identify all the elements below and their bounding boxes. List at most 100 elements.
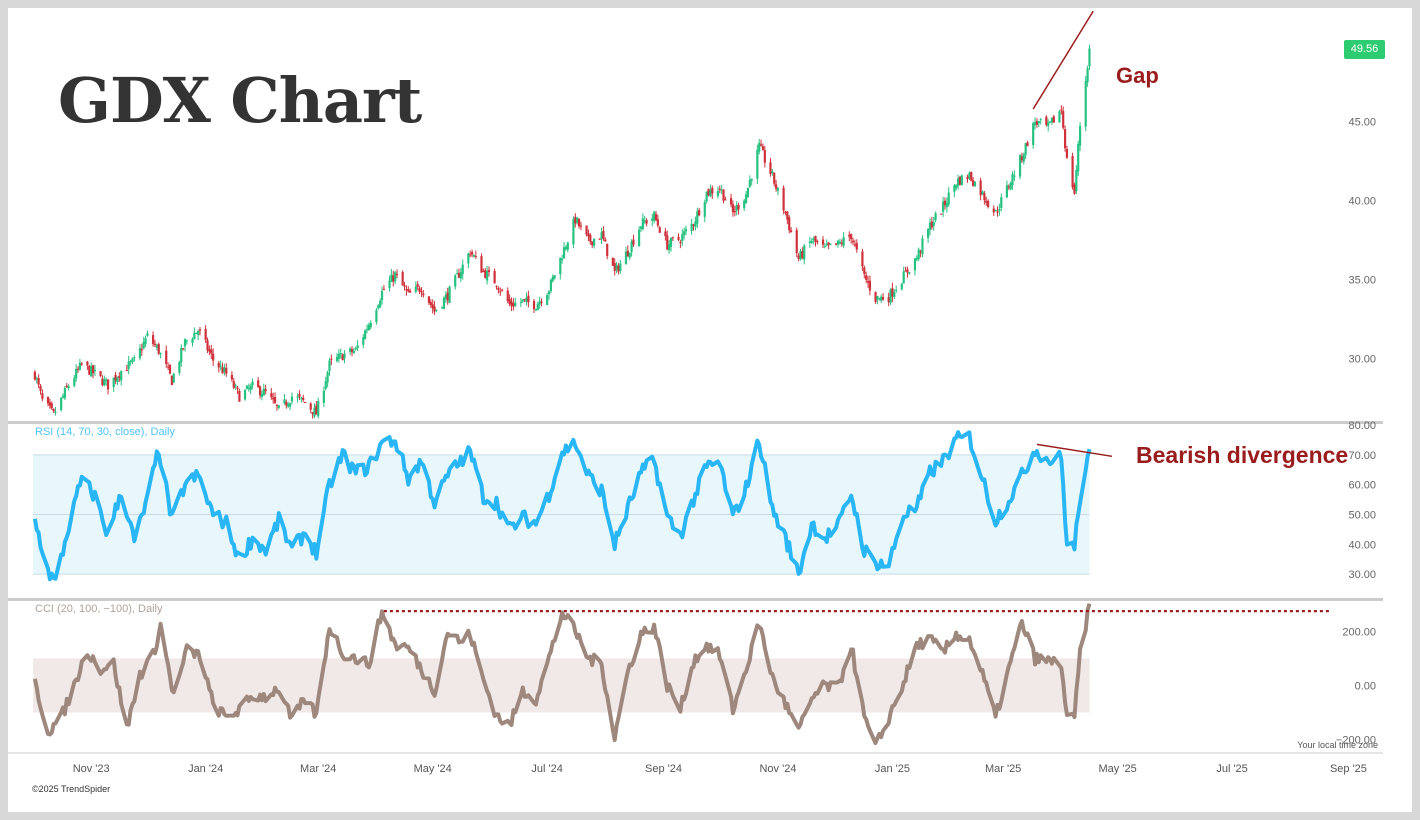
candle-up [260, 393, 264, 397]
candle-up [559, 257, 562, 275]
candle-down [866, 280, 870, 283]
candle-up [880, 296, 883, 301]
candle-up [144, 338, 147, 344]
candle-up [300, 397, 303, 399]
candle-up [932, 222, 935, 226]
candle-down [76, 368, 80, 370]
candle-up [968, 172, 971, 179]
candle-up [538, 301, 541, 305]
candle-down [589, 234, 592, 242]
candle-down [198, 329, 202, 331]
candle-up [776, 188, 780, 191]
candle-up [1077, 143, 1080, 172]
candle-down [230, 374, 234, 380]
candle-up [219, 365, 222, 367]
candle-down [429, 302, 432, 305]
candle-up [750, 178, 753, 181]
candle-up [592, 238, 596, 246]
last-price-badge: 49.56 [1344, 40, 1385, 59]
candle-down [887, 297, 890, 303]
candle-up [251, 381, 254, 386]
candle-up [756, 149, 759, 179]
candle-down [919, 251, 922, 253]
candle-up [193, 332, 196, 340]
chart-title: GDX Chart [58, 64, 422, 137]
candle-up [895, 289, 898, 291]
candle-up [1078, 126, 1082, 146]
candle-down [1052, 116, 1055, 123]
candle-up [994, 209, 997, 211]
candle-up [356, 345, 359, 348]
candle-down [786, 211, 789, 220]
candle-down [41, 393, 44, 399]
candle-down [731, 204, 735, 213]
candle-down [407, 289, 410, 292]
candle-up [546, 295, 549, 305]
candle-up [191, 338, 194, 343]
candle-up [180, 347, 183, 363]
candle-down [50, 403, 53, 409]
candle-up [337, 353, 340, 359]
candle-up [836, 240, 840, 245]
candle-up [1037, 121, 1040, 124]
candle-down [527, 295, 530, 303]
candle-up [262, 388, 265, 396]
divergence-trend-line [1036, 443, 1113, 458]
candle-down [418, 288, 421, 292]
candle-up [525, 297, 528, 302]
candle-down [626, 250, 629, 257]
candle-down [208, 349, 211, 352]
candle-up [335, 357, 339, 361]
candle-up [562, 247, 566, 259]
candle-up [947, 192, 950, 205]
candle-down [611, 257, 614, 266]
candle-down [168, 364, 172, 374]
candle-down [1065, 149, 1069, 158]
candle-up [957, 178, 960, 186]
x-tick-label: Nov '24 [759, 763, 796, 775]
candle-down [604, 239, 607, 242]
candle-down [48, 402, 51, 406]
candle-up [178, 362, 181, 373]
candle-down [309, 403, 312, 410]
candle-down [80, 363, 83, 365]
rsi-y-tick: 40.00 [1348, 539, 1376, 551]
candle-up [694, 221, 697, 227]
rsi-y-tick: 70.00 [1348, 450, 1376, 462]
candle-up [619, 263, 622, 272]
candle-up [133, 357, 136, 359]
candle-up [364, 330, 367, 339]
candle-up [829, 243, 832, 245]
candle-up [78, 362, 82, 370]
candle-down [65, 385, 68, 388]
candle-up [1022, 154, 1025, 162]
candle-down [170, 375, 173, 386]
candle-up [375, 310, 378, 323]
candle-down [471, 252, 474, 255]
candle-up [54, 412, 57, 414]
candle-down [835, 243, 838, 245]
candle-down [474, 255, 477, 257]
candle-down [664, 231, 667, 237]
candle-down [427, 296, 431, 303]
candle-up [138, 348, 142, 359]
candle-down [790, 230, 793, 233]
candle-up [812, 238, 815, 241]
candle-down [182, 348, 185, 350]
candle-up [878, 297, 881, 299]
rsi-y-tick: 60.00 [1348, 480, 1376, 492]
candle-up [945, 202, 948, 208]
rsi-y-tick: 80.00 [1348, 420, 1376, 432]
candle-up [75, 368, 78, 379]
candle-down [996, 211, 999, 213]
candle-down [523, 299, 526, 301]
candle-up [1039, 119, 1042, 121]
candle-down [99, 371, 102, 376]
candle-up [703, 202, 706, 217]
candle-down [656, 219, 659, 226]
candle-up [1084, 81, 1087, 127]
candle-up [720, 189, 723, 191]
candle-up [1075, 169, 1078, 192]
candle-up [799, 250, 802, 260]
candle-down [446, 292, 449, 301]
